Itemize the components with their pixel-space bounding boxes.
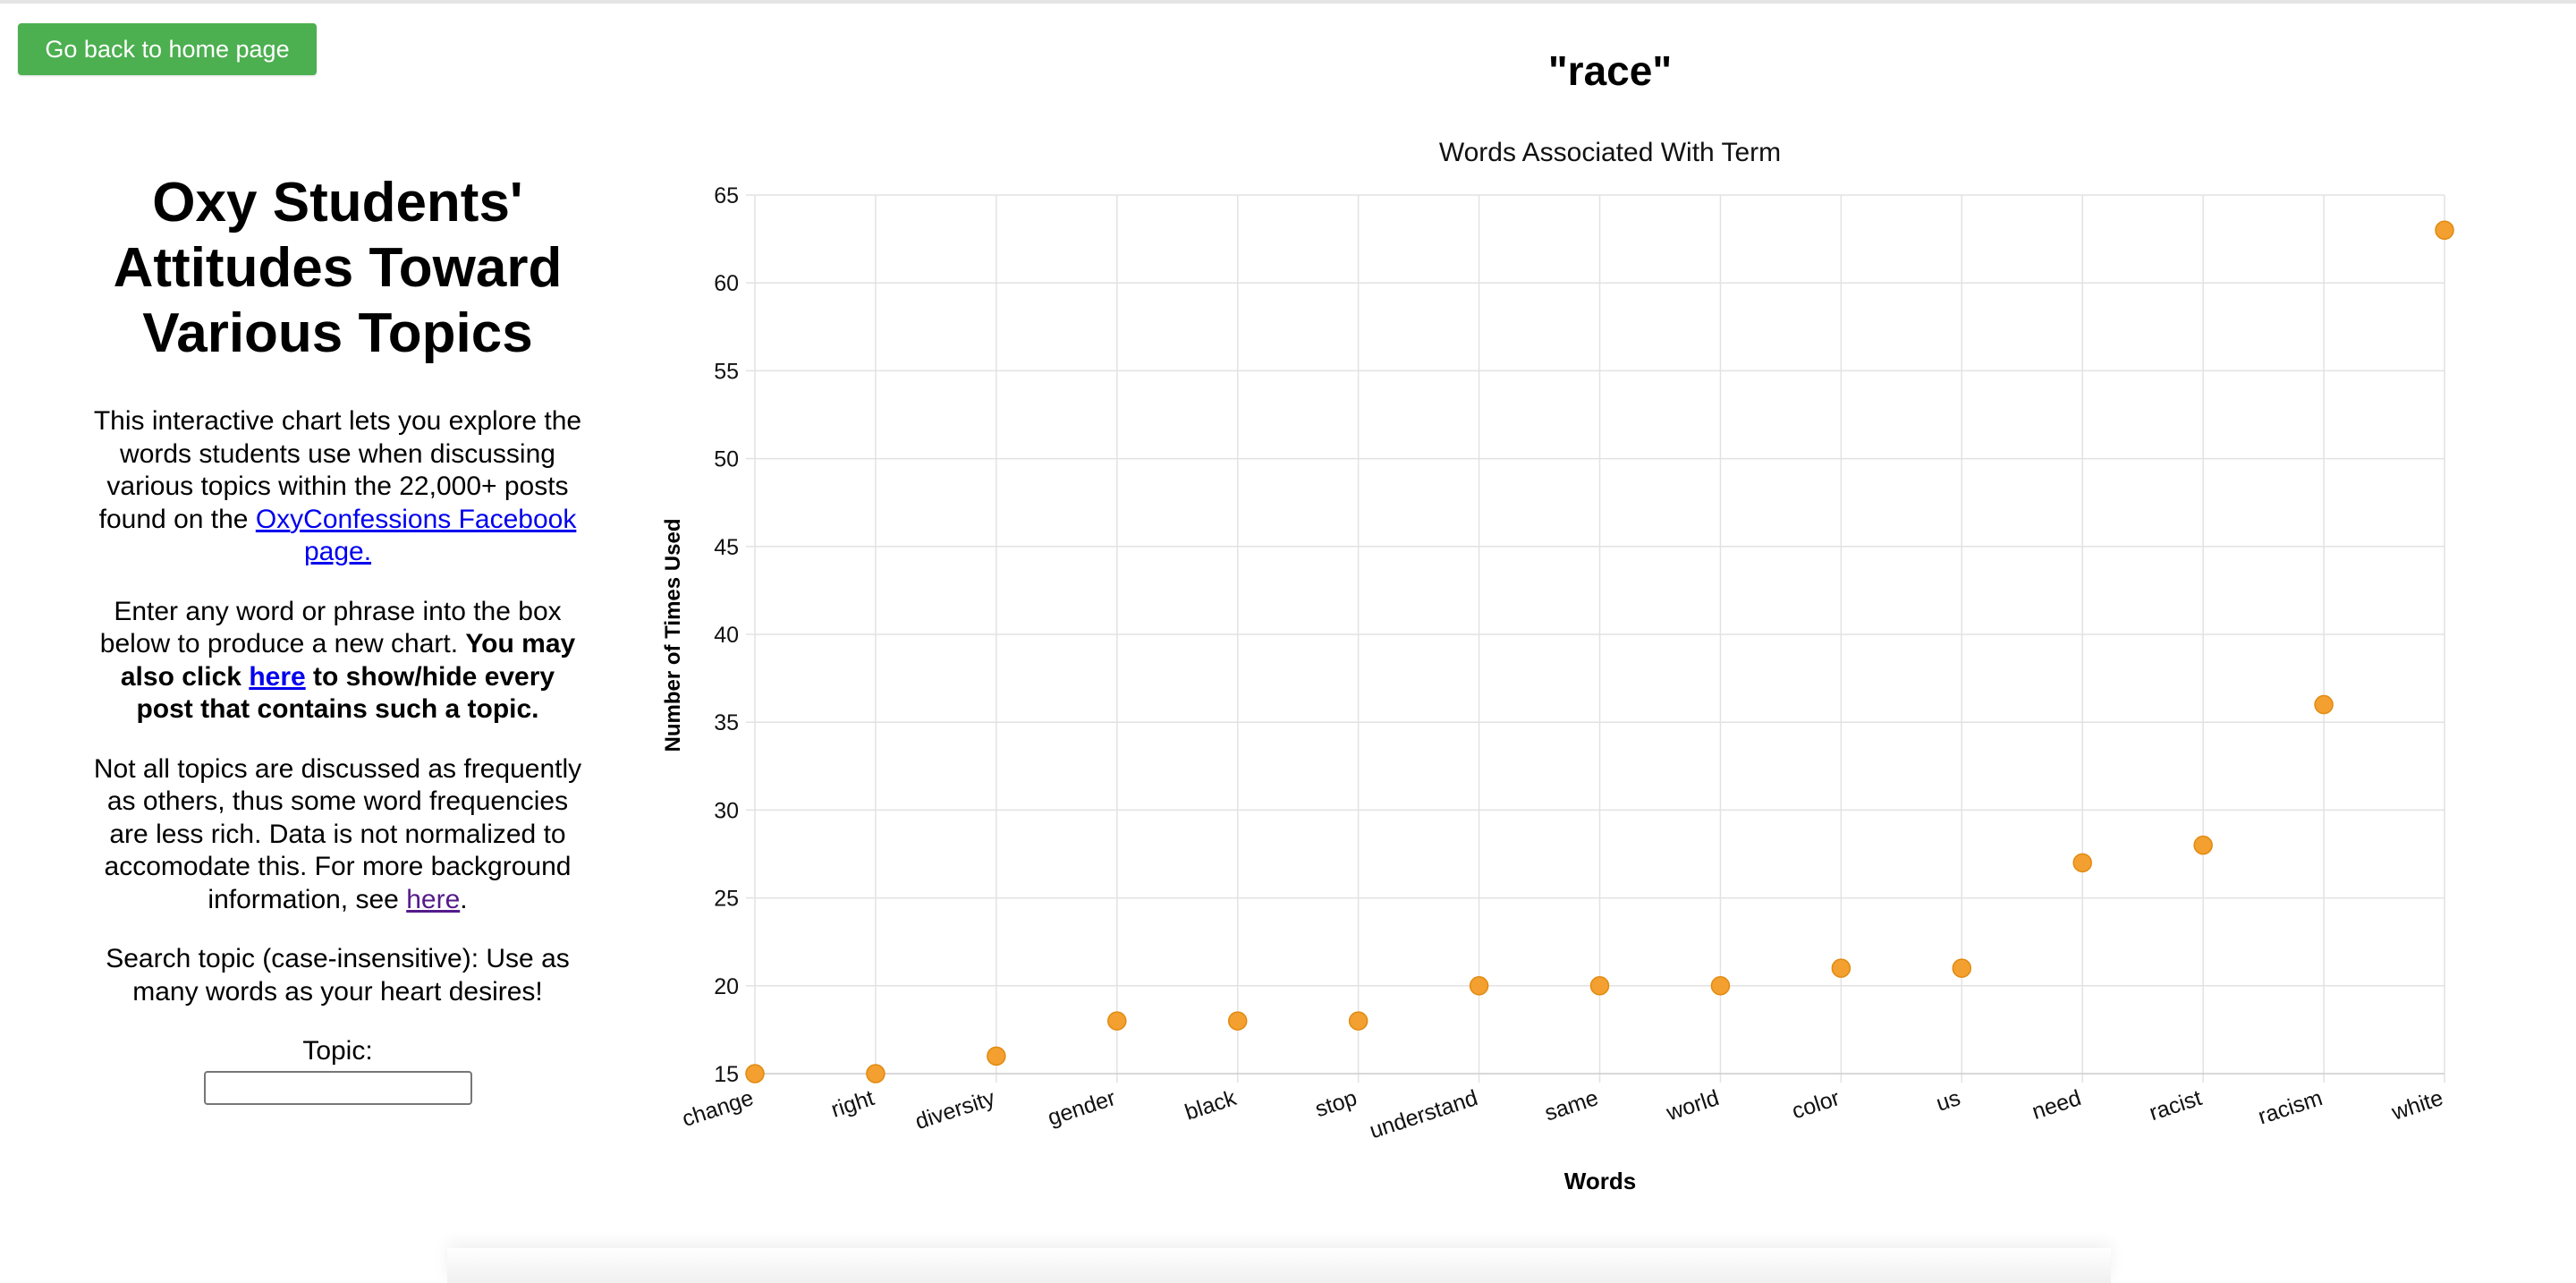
data-point [2072,853,2092,873]
x-tick-label: us [1933,1085,1963,1117]
y-axis-label: Number of Times Used [661,519,685,752]
note-text: Not all topics are discussed as frequent… [93,753,582,914]
data-points [745,220,2454,1083]
y-tick-label: 20 [714,974,739,999]
x-tick-label: same [1542,1085,1602,1126]
x-tick-label: world [1663,1085,1722,1126]
data-point [1710,976,1731,996]
x-tick-label: racist [2147,1085,2206,1126]
y-tick-label: 15 [714,1062,739,1087]
data-point [1348,1011,1368,1031]
top-divider [0,0,2576,4]
data-point [2314,694,2334,715]
y-tick-label: 25 [714,887,739,912]
back-to-home-button[interactable]: Go back to home page [18,23,317,75]
toggle-posts-link[interactable]: here [249,661,306,692]
y-axis-ticks: 15 20 25 30 35 40 45 50 55 60 65 [714,183,739,1087]
x-tick-label: right [828,1085,877,1123]
data-point [2435,220,2454,241]
data-point [1589,976,1610,996]
x-tick-label: racism [2255,1085,2326,1129]
data-point [1469,976,1489,996]
x-tick-label: white [2388,1085,2446,1126]
x-axis-ticks: change right diversity gender black stop under… [679,1085,2446,1143]
topic-input[interactable] [203,1071,472,1105]
y-tick-label: 30 [714,798,739,823]
x-tick-label: diversity [912,1085,998,1134]
page-title: Oxy Students' Attitudes Toward Various T… [113,172,563,364]
x-tick-label: gender [1045,1085,1119,1131]
y-tick-label: 55 [714,359,739,384]
instruction-paragraph: Enter any word or phrase into the box be… [89,596,586,726]
y-tick-label: 50 [714,447,739,472]
instruction-bold-before: You may also click [120,629,576,692]
data-point [987,1046,1006,1066]
data-point [1831,958,1852,978]
data-point [1952,958,1972,978]
chart-title: Words Associated With Term [1439,138,1781,167]
note-end: . [460,884,468,914]
scatter-chart: Words Associated With Term 15 20 25 30 35 40 4… [661,138,2454,1194]
grid-lines [746,194,2445,1083]
x-tick-label: change [679,1085,757,1132]
x-tick-label: understand [1367,1085,1481,1143]
instruction-text: Enter any word or phrase into the box be… [99,596,562,659]
page-footer-shadow [447,1248,2111,1283]
y-tick-label: 45 [714,535,739,560]
background-info-link[interactable]: here [406,884,461,914]
facebook-page-link[interactable]: OxyConfessions Facebook page. [255,504,577,567]
y-tick-label: 65 [714,183,739,208]
sidebar: Oxy Students' Attitudes Toward Various T… [89,170,586,1105]
y-tick-label: 40 [714,623,739,648]
x-tick-label: need [2029,1085,2085,1125]
data-point [1107,1011,1127,1031]
search-hint: Search topic (case-insensitive): Use as … [106,944,570,1007]
x-tick-label: stop [1312,1085,1360,1122]
data-point [745,1064,765,1083]
intro-text: This interactive chart lets you explore … [93,406,582,534]
data-point [866,1064,886,1083]
x-tick-label: color [1789,1085,1843,1124]
y-tick-label: 35 [714,710,739,735]
intro-paragraph: This interactive chart lets you explore … [89,405,586,569]
instruction-bold: You may also click here to show/hide eve… [121,629,575,724]
x-tick-label: black [1182,1085,1240,1126]
instruction-bold-after: to show/hide every post that contains su… [136,661,555,725]
data-point [2193,835,2213,855]
y-tick-label: 60 [714,271,739,296]
x-axis-label: Words [1564,1168,1636,1194]
note-paragraph: Not all topics are discussed as frequent… [89,753,586,917]
data-point [1227,1011,1248,1031]
topic-label: Topic: [302,1036,373,1066]
term-title: "race" [1547,47,1673,94]
